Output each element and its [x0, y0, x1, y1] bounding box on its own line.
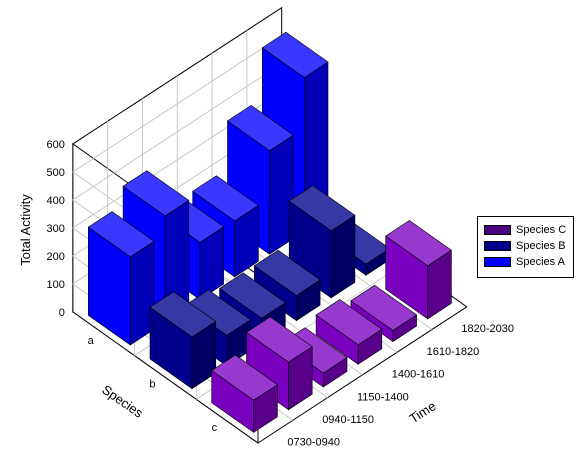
bar-species-b-1610-1820-top-face	[288, 185, 356, 232]
bar-species-a-1610-1820-top-face	[226, 105, 294, 151]
time-tick-label: 1150-1400	[357, 391, 409, 403]
bar-species-a-0940-1150-top-face	[122, 170, 190, 217]
bar-species-c-1820-2030-top-face	[385, 220, 452, 267]
legend-item-species-a: Species A	[484, 254, 573, 270]
bar-species-c-1820-2030	[385, 220, 452, 320]
time-tick-label: 1610-1820	[427, 346, 480, 358]
bar-species-a-0730-0940	[87, 211, 155, 346]
bar-species-a-0730-0940-top-face	[87, 211, 155, 258]
bar-species-c-1400-1610	[315, 299, 383, 365]
bar-species-b-1400-1610	[253, 249, 321, 322]
y-tick-label: 300	[47, 223, 65, 235]
time-tick-label: 0730-0940	[287, 437, 340, 449]
bar-species-c-1610-1820	[350, 284, 418, 343]
legend-item-species-c: Species C	[484, 222, 573, 238]
bar-species-b-1150-1400-top-face	[219, 272, 286, 319]
bar-species-a-1820-2030-top-face	[261, 31, 329, 78]
time-tick-label: 1820-2030	[461, 323, 514, 335]
y-tick-label: 600	[47, 139, 65, 151]
bar-species-c-0730-0940-top-face	[211, 354, 278, 401]
legend-item-species-b: Species B	[484, 238, 573, 254]
species-tick-label: a	[88, 335, 95, 347]
bar-species-c-1610-1820-top-face	[350, 284, 418, 331]
species-tick-label: c	[212, 422, 218, 434]
bar-species-a-1400-1610-top-face	[192, 175, 259, 222]
y-tick-label: 400	[47, 195, 65, 207]
legend-swatch-species-b	[484, 241, 511, 251]
legend-label-species-a: Species A	[516, 256, 565, 268]
chart-legend: Species C Species B Species A	[477, 216, 574, 278]
time-tick-label: 0940-1150	[322, 414, 374, 426]
time-axis-title: Time	[407, 398, 439, 426]
legend-swatch-species-a	[484, 257, 511, 267]
bar-species-c-0940-1150-top-face	[245, 316, 313, 363]
y-tick-label: 200	[47, 251, 65, 263]
legend-label-species-c: Species C	[516, 224, 567, 236]
y-tick-label: 500	[47, 167, 65, 179]
legend-swatch-species-c	[484, 225, 511, 235]
bar-species-b-0730-0940	[149, 291, 217, 390]
legend-label-species-b: Species B	[516, 240, 566, 252]
bar-species-c-1400-1610-top-face	[315, 299, 383, 346]
time-tick-label: 1400-1610	[392, 369, 445, 381]
bar-species-b-0730-0940-top-face	[149, 291, 217, 338]
species-axis-title: Species	[99, 382, 146, 421]
y-tick-label: 100	[47, 279, 65, 291]
bar-species-c-0730-0940	[211, 354, 278, 433]
bar-species-b-1400-1610-top-face	[253, 249, 321, 296]
species-tick-label: b	[149, 378, 155, 390]
y-axis-title: Total Activity	[18, 194, 33, 266]
y-tick-label: 0	[59, 307, 65, 319]
